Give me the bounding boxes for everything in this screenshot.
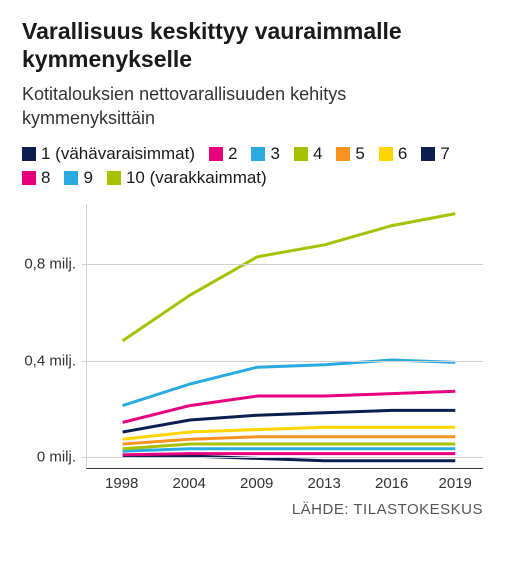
x-tick-label: 2016 (375, 475, 408, 492)
swatch-icon (22, 171, 36, 185)
legend-label: 10 (varakkaimmat) (126, 168, 267, 188)
legend-label: 3 (270, 144, 279, 164)
x-tick-label: 2009 (240, 475, 273, 492)
gridline (82, 264, 483, 265)
x-tick-label: 2013 (308, 475, 341, 492)
chart-area: 0 milj. 0,4 milj. 0,8 milj. 1998 2004 2009 20… (22, 204, 483, 493)
plot-area (86, 204, 483, 469)
series-line-s10 (123, 214, 456, 341)
legend-item-s5: 5 (336, 144, 364, 164)
y-axis-labels: 0 milj. 0,4 milj. 0,8 milj. (22, 204, 82, 469)
gridline (82, 361, 483, 362)
y-tick-label: 0,8 milj. (24, 256, 76, 273)
legend-label: 4 (313, 144, 322, 164)
legend-item-s10: 10 (varakkaimmat) (107, 168, 267, 188)
line-series-svg (87, 204, 483, 468)
swatch-icon (421, 147, 435, 161)
swatch-icon (64, 171, 78, 185)
series-line-s2 (123, 454, 456, 455)
chart-subtitle: Kotitalouksien nettovarallisuuden kehity… (22, 83, 483, 130)
legend-item-s1: 1 (vähävaraisimmat) (22, 144, 195, 164)
legend-item-s7: 7 (421, 144, 449, 164)
swatch-icon (107, 171, 121, 185)
legend-item-s2: 2 (209, 144, 237, 164)
x-tick-label: 1998 (105, 475, 138, 492)
legend-item-s8: 8 (22, 168, 50, 188)
swatch-icon (294, 147, 308, 161)
series-line-s8 (123, 391, 456, 422)
gridline (82, 457, 483, 458)
legend-label: 7 (440, 144, 449, 164)
legend-label: 9 (83, 168, 92, 188)
series-line-s3 (123, 449, 456, 451)
series-line-s9 (123, 360, 456, 406)
x-tick-label: 2019 (439, 475, 472, 492)
chart-title: Varallisuus keskittyy vauraimmalle kymme… (22, 18, 483, 73)
legend-label: 8 (41, 168, 50, 188)
x-tick-label: 2004 (173, 475, 206, 492)
swatch-icon (336, 147, 350, 161)
swatch-icon (209, 147, 223, 161)
legend: 1 (vähävaraisimmat) 2 3 4 5 6 7 8 9 10 (varakkaim… (22, 144, 483, 188)
y-tick-label: 0 milj. (37, 448, 76, 465)
legend-item-s9: 9 (64, 168, 92, 188)
legend-label: 5 (355, 144, 364, 164)
swatch-icon (251, 147, 265, 161)
swatch-icon (379, 147, 393, 161)
source-label: LÄHDE: TILASTOKESKUS (22, 501, 483, 518)
swatch-icon (22, 147, 36, 161)
legend-item-s3: 3 (251, 144, 279, 164)
legend-label: 1 (vähävaraisimmat) (41, 144, 195, 164)
legend-item-s4: 4 (294, 144, 322, 164)
legend-label: 6 (398, 144, 407, 164)
y-tick-label: 0,4 milj. (24, 352, 76, 369)
legend-label: 2 (228, 144, 237, 164)
legend-item-s6: 6 (379, 144, 407, 164)
x-axis-labels: 1998 2004 2009 2013 2016 2019 (86, 469, 483, 493)
